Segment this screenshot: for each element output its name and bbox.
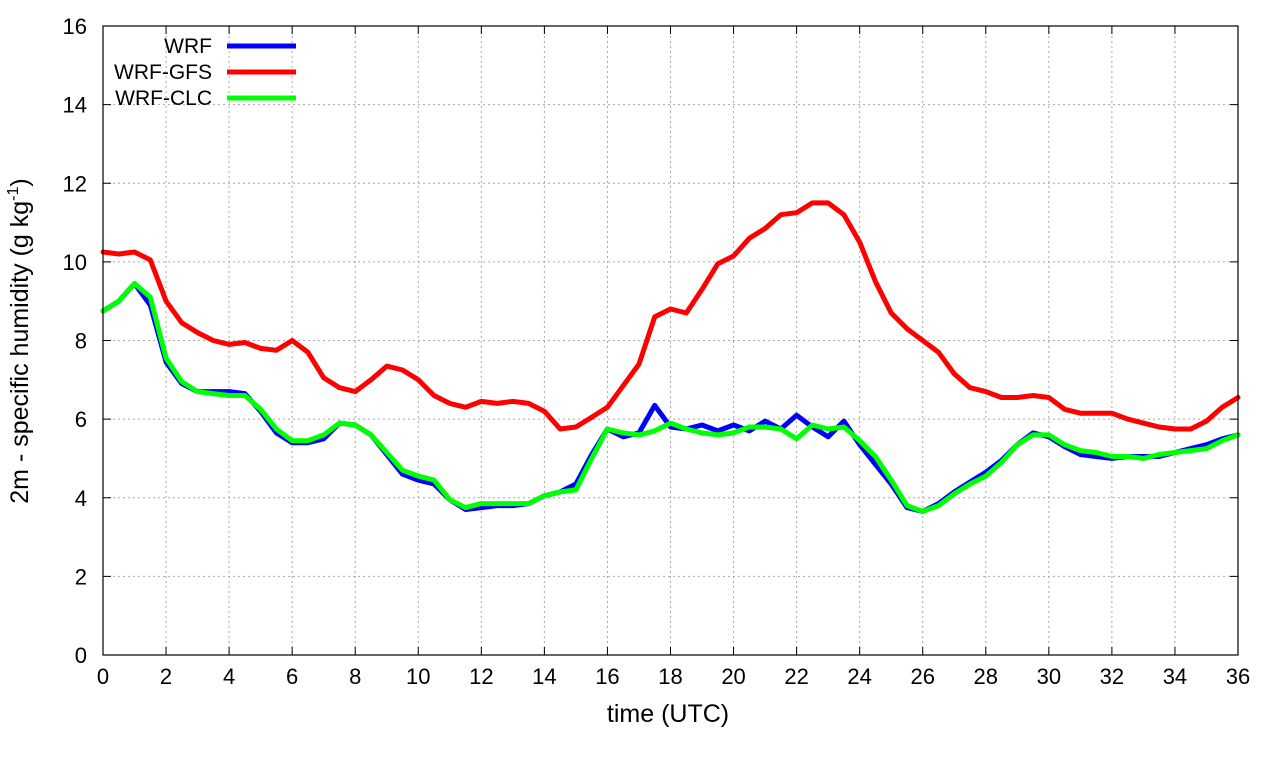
x-tick-label: 32	[1100, 664, 1124, 689]
x-tick-label: 20	[721, 664, 745, 689]
x-tick-label: 24	[847, 664, 871, 689]
legend-label-wrf-gfs: WRF-GFS	[114, 61, 212, 84]
y-tick-label: 12	[63, 171, 87, 196]
y-axis-title: 2m - specific humidity (g kg-1)	[5, 178, 34, 503]
x-tick-label: 30	[1037, 664, 1061, 689]
y-tick-label: 16	[63, 14, 87, 39]
x-tick-label: 8	[349, 664, 361, 689]
ticks-layer	[102, 25, 1239, 656]
y-tick-label: 6	[75, 407, 87, 432]
x-tick-label: 36	[1226, 664, 1250, 689]
y-tick-label: 8	[75, 329, 87, 354]
grid-layer	[103, 26, 1238, 655]
y-tick-label: 10	[63, 250, 87, 275]
x-tick-label: 28	[974, 664, 998, 689]
y-tick-label: 14	[63, 93, 87, 118]
series-line-wrf-gfs	[100, 200, 1241, 432]
series-layer	[100, 200, 1241, 514]
x-tick-label: 34	[1163, 664, 1187, 689]
y-tick-labels: 0 2 4 6 8 10 12 14 16	[63, 14, 87, 668]
x-tick-label: 4	[223, 664, 235, 689]
x-tick-label: 6	[286, 664, 298, 689]
y-tick-label: 4	[75, 486, 87, 511]
x-axis-title: time (UTC)	[607, 700, 729, 728]
x-tick-label: 26	[910, 664, 934, 689]
x-tick-label: 16	[595, 664, 619, 689]
legend: WRF WRF-GFS WRF-CLC	[114, 35, 296, 110]
y-axis-title-main: 2m - specific humidity (g kg	[6, 201, 34, 504]
x-tick-label: 22	[784, 664, 808, 689]
series-line-wrf-clc	[100, 281, 1241, 514]
y-tick-label: 2	[75, 564, 87, 589]
legend-label-wrf-clc: WRF-CLC	[115, 87, 212, 110]
x-tick-labels: 0 2 4 6 8 10 12 14 16 18 20 22 24 26 28 30 32 34 36	[97, 664, 1250, 689]
x-tick-label: 18	[658, 664, 682, 689]
y-axis-title-close: )	[6, 178, 34, 186]
legend-label-wrf: WRF	[164, 35, 212, 58]
x-tick-label: 2	[160, 664, 172, 689]
y-axis-title-superscript: -1	[5, 187, 22, 201]
y-tick-label: 0	[75, 643, 87, 668]
x-tick-label: 12	[469, 664, 493, 689]
x-tick-label: 14	[532, 664, 556, 689]
x-tick-label: 0	[97, 664, 109, 689]
x-tick-label: 10	[406, 664, 430, 689]
